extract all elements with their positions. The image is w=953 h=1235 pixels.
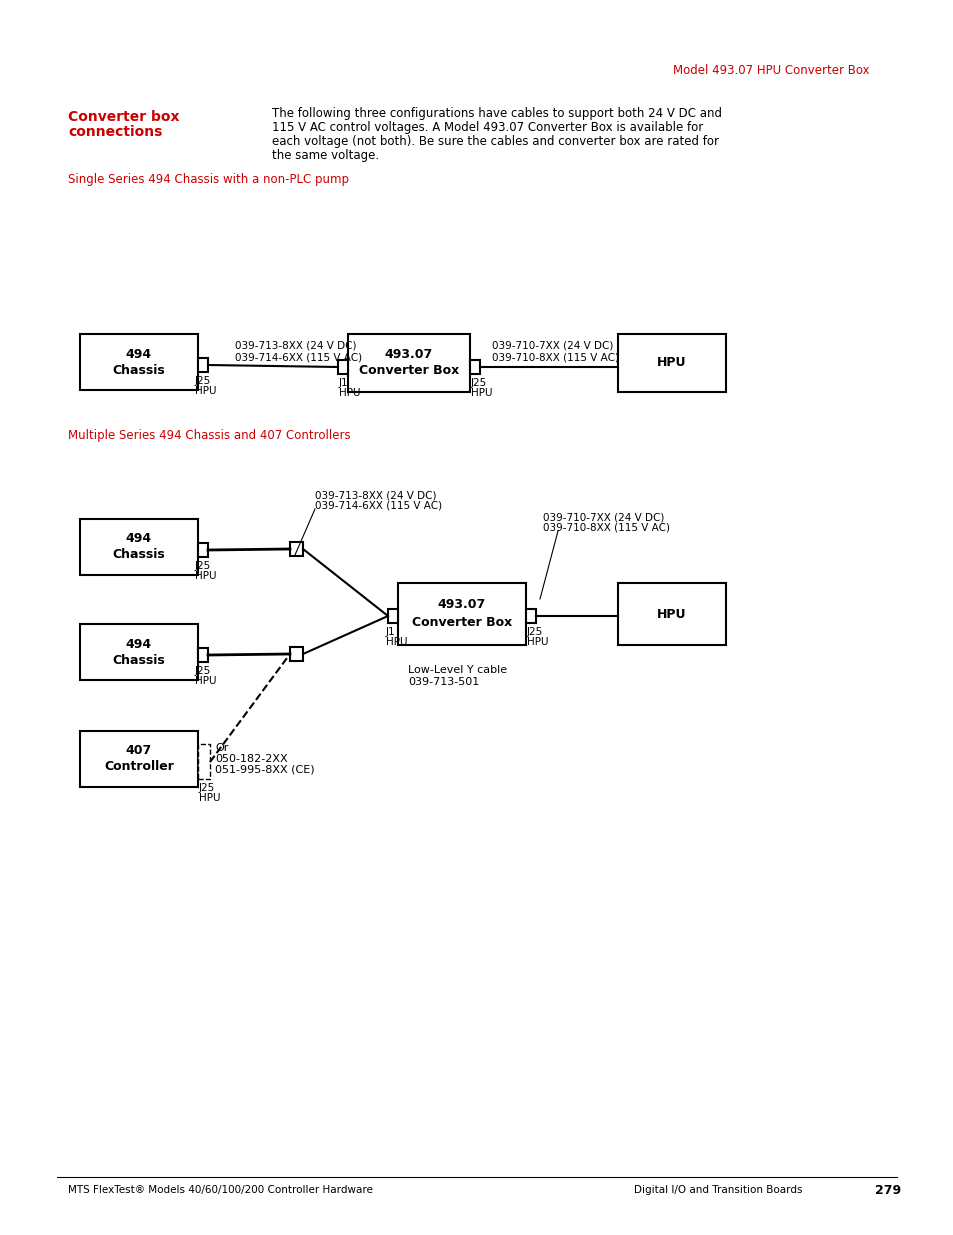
Text: HPU: HPU — [194, 676, 216, 685]
Bar — [290, 542, 303, 556]
Text: J25: J25 — [194, 375, 211, 387]
Text: J1: J1 — [338, 378, 348, 388]
Text: J1: J1 — [386, 627, 395, 637]
Text: Low-Level Y cable: Low-Level Y cable — [408, 664, 507, 676]
Text: HPU: HPU — [471, 388, 492, 398]
Text: 493.07: 493.07 — [384, 348, 433, 362]
Text: 494: 494 — [126, 637, 152, 651]
Bar — [198, 743, 210, 779]
Text: 039-710-7XX (24 V DC): 039-710-7XX (24 V DC) — [492, 341, 613, 351]
Bar — [80, 519, 198, 576]
Bar — [80, 731, 198, 787]
Text: HPU: HPU — [194, 387, 216, 396]
Text: 494: 494 — [126, 347, 152, 361]
Bar — [80, 624, 198, 680]
Text: Model 493.07 HPU Converter Box: Model 493.07 HPU Converter Box — [673, 63, 869, 77]
Text: HPU: HPU — [199, 793, 220, 803]
Text: Multiple Series 494 Chassis and 407 Controllers: Multiple Series 494 Chassis and 407 Cont… — [68, 429, 351, 441]
Bar — [198, 648, 208, 662]
Text: HPU: HPU — [194, 571, 216, 580]
Text: 039-713-501: 039-713-501 — [408, 677, 478, 687]
Bar — [337, 359, 348, 374]
Text: 039-710-7XX (24 V DC): 039-710-7XX (24 V DC) — [542, 513, 663, 522]
Bar — [80, 333, 198, 390]
Text: J25: J25 — [199, 783, 215, 793]
Text: 051-995-8XX (CE): 051-995-8XX (CE) — [214, 764, 314, 776]
Text: Controller: Controller — [104, 761, 173, 773]
Text: 493.07: 493.07 — [437, 599, 486, 611]
Text: 407: 407 — [126, 745, 152, 757]
Text: Converter box: Converter box — [68, 110, 179, 124]
Text: 039-714-6XX (115 V AC): 039-714-6XX (115 V AC) — [234, 352, 362, 362]
Text: each voltage (not both). Be sure the cables and converter box are rated for: each voltage (not both). Be sure the cab… — [272, 135, 719, 147]
Bar — [397, 583, 525, 645]
Text: Or: Or — [214, 743, 228, 753]
Bar — [618, 333, 725, 391]
Text: 039-714-6XX (115 V AC): 039-714-6XX (115 V AC) — [314, 501, 441, 511]
Text: J25: J25 — [471, 378, 487, 388]
Text: 115 V AC control voltages. A Model 493.07 Converter Box is available for: 115 V AC control voltages. A Model 493.0… — [272, 121, 702, 133]
Text: J25: J25 — [194, 561, 211, 571]
Bar — [348, 333, 470, 391]
Text: J25: J25 — [526, 627, 542, 637]
Text: 039-713-8XX (24 V DC): 039-713-8XX (24 V DC) — [314, 490, 436, 500]
Bar — [388, 609, 397, 622]
Bar — [470, 359, 479, 374]
Text: HPU: HPU — [386, 637, 407, 647]
Text: 494: 494 — [126, 532, 152, 546]
Text: Chassis: Chassis — [112, 548, 165, 562]
Text: Chassis: Chassis — [112, 653, 165, 667]
Text: 039-713-8XX (24 V DC): 039-713-8XX (24 V DC) — [234, 341, 356, 351]
Bar — [618, 583, 725, 645]
Bar — [198, 358, 208, 372]
Text: HPU: HPU — [657, 357, 686, 369]
Bar — [198, 543, 208, 557]
Text: The following three configurations have cables to support both 24 V DC and: The following three configurations have … — [272, 106, 721, 120]
Text: J25: J25 — [194, 666, 211, 676]
Bar — [290, 647, 303, 661]
Text: HPU: HPU — [657, 608, 686, 620]
Text: 050-182-2XX: 050-182-2XX — [214, 755, 287, 764]
Text: the same voltage.: the same voltage. — [272, 148, 378, 162]
Text: Converter Box: Converter Box — [412, 616, 512, 630]
Text: 039-710-8XX (115 V AC): 039-710-8XX (115 V AC) — [542, 522, 669, 534]
Text: 279: 279 — [874, 1183, 901, 1197]
Text: Digital I/O and Transition Boards: Digital I/O and Transition Boards — [634, 1186, 801, 1195]
Text: connections: connections — [68, 125, 162, 140]
Text: Single Series 494 Chassis with a non-PLC pump: Single Series 494 Chassis with a non-PLC… — [68, 173, 349, 186]
Text: HPU: HPU — [338, 388, 360, 398]
Text: Chassis: Chassis — [112, 363, 165, 377]
Bar — [525, 609, 536, 622]
Text: HPU: HPU — [526, 637, 548, 647]
Text: MTS FlexTest® Models 40/60/100/200 Controller Hardware: MTS FlexTest® Models 40/60/100/200 Contr… — [68, 1186, 373, 1195]
Text: 039-710-8XX (115 V AC): 039-710-8XX (115 V AC) — [492, 352, 618, 362]
Text: Converter Box: Converter Box — [358, 364, 458, 378]
